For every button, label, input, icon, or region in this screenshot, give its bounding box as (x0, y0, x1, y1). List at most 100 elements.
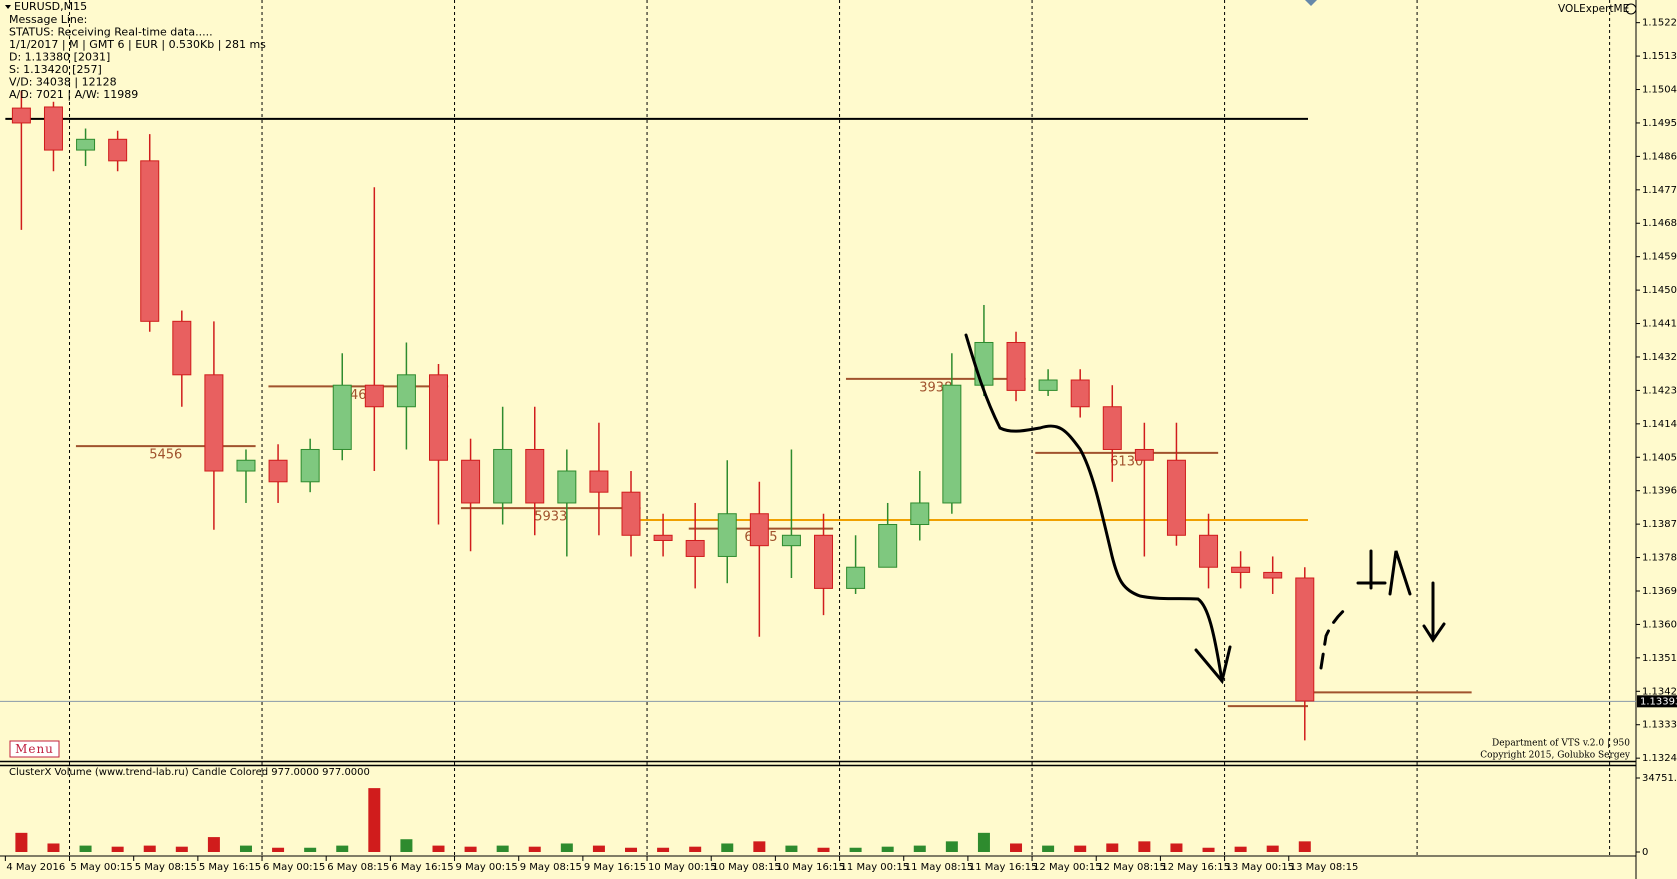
volume-bar (1138, 841, 1151, 852)
menu-label[interactable]: Menu (15, 742, 54, 756)
candle-body (396, 374, 416, 408)
volume-bar (1010, 843, 1023, 852)
candle-body (1166, 459, 1186, 536)
volume-bar (1298, 841, 1311, 852)
candle-body (332, 384, 352, 450)
time-label: 11 May 00:15 (841, 862, 910, 873)
info-line: A/D: 7021 | A/W: 11989 (9, 88, 138, 101)
time-label: 6 May 00:15 (263, 862, 325, 873)
info-line: STATUS: Receiving Real-time data..... (9, 26, 213, 39)
candle-body (1199, 534, 1219, 568)
time-label: 10 May 08:15 (712, 862, 781, 873)
y-tick-label: 1.14410 (1642, 319, 1677, 330)
candle-body (1134, 448, 1154, 461)
y-tick-label: 1.15040 (1642, 85, 1677, 96)
volume-title: ClusterX Volume (www.trend-lab.ru) Candl… (9, 767, 370, 778)
candle-body (1102, 406, 1122, 450)
time-label: 12 May 16:15 (1161, 862, 1230, 873)
volume-bar (625, 847, 638, 852)
volume-bar (817, 847, 830, 852)
y-tick-label: 1.13420 (1642, 686, 1677, 697)
symbol: EURUSD,M15 (14, 0, 87, 13)
time-label: 11 May 16:15 (969, 862, 1038, 873)
y-tick-label: 1.13510 (1642, 653, 1677, 664)
candle-body (76, 138, 96, 151)
volume-bar (400, 839, 413, 852)
close-icon[interactable] (1625, 3, 1637, 15)
volume-bar (721, 843, 734, 852)
info-line: V/D: 34038 | 12128 (9, 76, 117, 89)
candle-body (685, 539, 705, 557)
volume-bar (592, 845, 605, 852)
time-label: 10 May 00:15 (648, 862, 717, 873)
candle-body (1295, 577, 1315, 702)
candle-body (910, 502, 930, 526)
candle-body (172, 320, 192, 376)
volume-bar (689, 846, 702, 852)
candle-body (108, 138, 128, 162)
volume-bar (560, 843, 573, 852)
candle-body (1263, 571, 1283, 579)
volume-bar (1170, 843, 1183, 852)
candle-body (428, 374, 448, 461)
candle-body (43, 106, 63, 151)
time-label: 5 May 00:15 (71, 862, 133, 873)
level-label: 5456 (149, 448, 182, 463)
candle-body (1038, 379, 1058, 391)
time-label: 12 May 00:15 (1033, 862, 1102, 873)
candle-body (653, 534, 673, 541)
drawn-path (964, 333, 1224, 683)
candle-body (621, 491, 641, 536)
volume-bar (849, 847, 862, 852)
candle-body (974, 341, 994, 386)
info-line: S: 1.13420 [257] (9, 63, 102, 76)
candle-body (461, 459, 481, 504)
volume-bar (304, 847, 317, 852)
y-tick-label: 1.14140 (1642, 419, 1677, 430)
y-tick-label: 1.13330 (1642, 720, 1677, 731)
time-label: 13 May 08:15 (1290, 862, 1359, 873)
y-tick-label: 1.15130 (1642, 51, 1677, 62)
y-tick-label: 1.14230 (1642, 385, 1677, 396)
volume-bar (368, 788, 381, 852)
y-tick-label: 1.14590 (1642, 252, 1677, 263)
volume-bar (15, 832, 28, 852)
annotations (964, 333, 1446, 685)
candle-body (942, 384, 962, 504)
candle-body (1231, 566, 1251, 573)
info-line: D: 1.13380 [2031] (9, 51, 110, 64)
volume-tick-label: 0 (1642, 847, 1648, 858)
time-label: 10 May 16:15 (776, 862, 845, 873)
volume-bar (175, 846, 188, 852)
volume-bar (753, 841, 766, 852)
candle-body (268, 459, 288, 483)
drawn-down-arrow (1422, 581, 1446, 643)
current-price-tag (1637, 695, 1677, 708)
y-tick-label: 1.13600 (1642, 619, 1677, 630)
y-tick-label: 1.14500 (1642, 285, 1677, 296)
volume-bar (79, 845, 92, 852)
volume-bar (1074, 845, 1087, 852)
dropdown-icon[interactable] (5, 5, 11, 9)
volume-bar (1042, 845, 1055, 852)
current-price-label: 1.13393 (1640, 696, 1677, 707)
time-label: 5 May 08:15 (135, 862, 197, 873)
y-tick-label: 1.13690 (1642, 586, 1677, 597)
candle-body (589, 470, 609, 493)
y-tick-label: 1.13870 (1642, 519, 1677, 530)
y-tick-label: 1.15220 (1642, 18, 1677, 29)
footer-line: Department of VTS v.2.0 | 950 (1492, 739, 1630, 749)
volume-bar (881, 846, 894, 852)
time-label: 11 May 08:15 (905, 862, 974, 873)
volume-bar (207, 837, 220, 852)
drawn-dashed-path (1319, 605, 1350, 670)
time-label: 6 May 08:15 (327, 862, 389, 873)
candle-body (140, 160, 160, 322)
menu-button[interactable] (9, 740, 60, 758)
time-label: 9 May 16:15 (584, 862, 646, 873)
volume-bar (1266, 845, 1279, 852)
candle-body (557, 470, 577, 504)
